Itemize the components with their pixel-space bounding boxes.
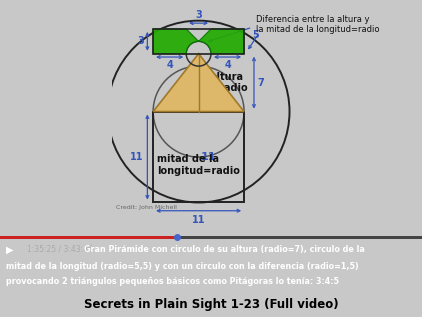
Text: 7: 7	[257, 78, 264, 87]
Text: 11: 11	[130, 152, 143, 162]
Polygon shape	[199, 29, 244, 54]
Bar	[0, 236, 422, 239]
Text: 3: 3	[195, 10, 202, 20]
Bar	[153, 112, 244, 203]
Text: 4: 4	[166, 60, 173, 70]
Text: 5: 5	[252, 30, 259, 40]
Text: 11: 11	[201, 152, 216, 162]
Text: Secrets in Plain Sight 1-23 (Full video): Secrets in Plain Sight 1-23 (Full video)	[84, 298, 338, 311]
Text: provocando 2 triángulos pequeños básicos como Pitágoras lo tenía: 3:4:5: provocando 2 triángulos pequeños básicos…	[6, 276, 339, 286]
Text: 1:35:25 / 3:43:46: 1:35:25 / 3:43:46	[27, 245, 93, 254]
Text: 7: 7	[187, 75, 195, 85]
Polygon shape	[153, 29, 199, 54]
Bar	[0, 236, 177, 239]
Text: altura
=radio: altura =radio	[211, 72, 248, 94]
Text: 4: 4	[224, 60, 231, 70]
Text: ▶: ▶	[6, 245, 14, 255]
Polygon shape	[153, 54, 244, 112]
Text: mitad de la longitud (radio=5,5) y con un circulo con la diferencia (radio=1,5): mitad de la longitud (radio=5,5) y con u…	[6, 262, 359, 270]
Text: Gran Pirámide con circulo de su altura (radio=7), circulo de la: Gran Pirámide con circulo de su altura (…	[84, 245, 365, 254]
Text: Credit: John Michell: Credit: John Michell	[116, 205, 177, 210]
Text: mitad de la
longitud=radio: mitad de la longitud=radio	[157, 154, 240, 176]
Bar	[153, 29, 244, 54]
Text: 11: 11	[192, 215, 206, 225]
Text: Diferencia entre la altura y
la mitad de la longitud=radio: Diferencia entre la altura y la mitad de…	[257, 15, 380, 35]
Text: 3: 3	[137, 36, 144, 46]
